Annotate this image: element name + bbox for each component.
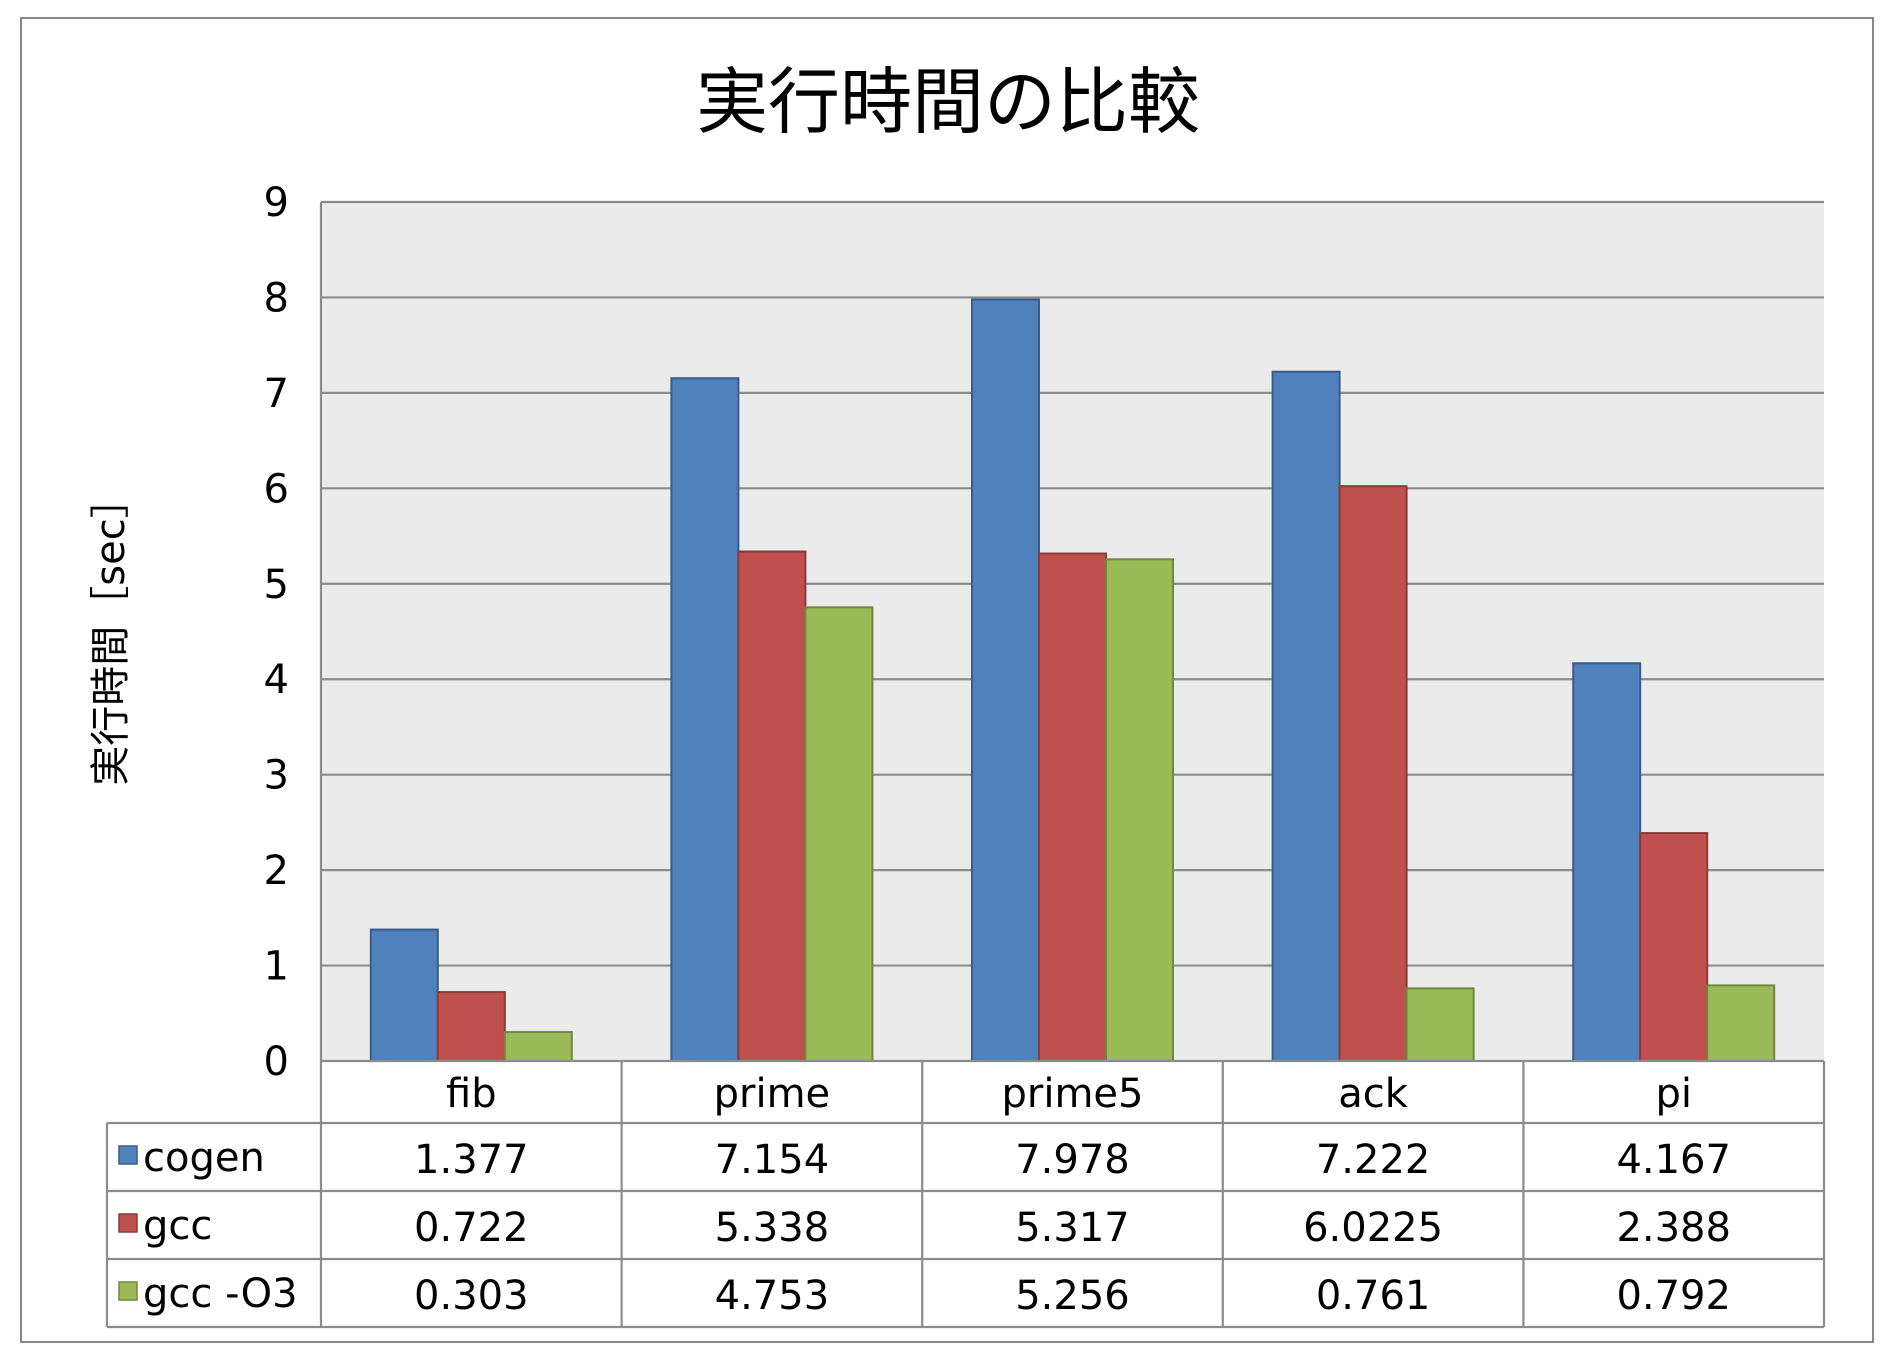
y-tick-label: 8 <box>264 275 289 321</box>
data-label: 0.761 <box>1316 1273 1431 1319</box>
bar-gcc-fib <box>436 991 506 1062</box>
data-label: 4.167 <box>1616 1137 1731 1183</box>
chart-title: 実行時間の比較 <box>695 60 1200 144</box>
y-tick-label: 0 <box>264 1039 289 1085</box>
bar-cogen-prime <box>670 377 740 1062</box>
bar-gcc-prime <box>737 550 807 1063</box>
bar-gcc-ack <box>1338 485 1408 1062</box>
legend-key-gcc <box>118 1213 138 1233</box>
bar-cogen-ack <box>1271 370 1341 1063</box>
data-label: 5.317 <box>1015 1205 1130 1251</box>
x-tick-label: prime <box>714 1071 831 1117</box>
data-label: 7.154 <box>715 1137 830 1183</box>
y-tick-label: 2 <box>264 848 289 894</box>
y-tick-label: 4 <box>264 657 289 703</box>
data-label: 7.222 <box>1316 1137 1431 1183</box>
y-tick-label: 1 <box>264 944 289 990</box>
data-label: 5.256 <box>1015 1273 1130 1319</box>
data-label: 0.722 <box>414 1205 529 1251</box>
bar-gcc-o3-prime5 <box>1105 558 1174 1062</box>
bar-gcc-o3-ack <box>1405 987 1475 1062</box>
legend-label: gcc <box>143 1203 212 1249</box>
data-label: 6.0225 <box>1303 1205 1443 1251</box>
y-tick-label: 9 <box>264 180 289 226</box>
bar-gcc-prime5 <box>1038 552 1107 1063</box>
data-label: 0.792 <box>1616 1273 1731 1319</box>
y-tick-label: 5 <box>264 562 289 608</box>
data-label: 2.388 <box>1616 1205 1731 1251</box>
data-label: 1.377 <box>414 1137 529 1183</box>
y-tick-label: 7 <box>264 371 289 417</box>
y-tick-label: 3 <box>264 753 289 799</box>
chart-frame <box>20 17 1874 1343</box>
x-tick-label: fib <box>446 1071 497 1117</box>
x-tick-label: pi <box>1655 1071 1692 1117</box>
bar-gcc-pi <box>1639 832 1709 1062</box>
y-tick-label: 6 <box>264 466 289 512</box>
legend-key-gcc-o3 <box>118 1281 138 1301</box>
data-label: 5.338 <box>715 1205 830 1251</box>
bar-gcc-o3-fib <box>503 1031 573 1062</box>
data-label: 4.753 <box>715 1273 830 1319</box>
legend-key-cogen <box>118 1145 138 1165</box>
legend-label: cogen <box>143 1135 265 1181</box>
bar-gcc-o3-prime <box>804 606 874 1062</box>
bar-cogen-pi <box>1572 662 1642 1063</box>
data-label: 0.303 <box>414 1273 529 1319</box>
legend-label: gcc -O3 <box>143 1271 298 1317</box>
bar-cogen-fib <box>369 928 439 1062</box>
bar-gcc-o3-pi <box>1706 984 1776 1063</box>
data-label: 7.978 <box>1015 1137 1130 1183</box>
x-tick-label: prime5 <box>1002 1071 1144 1117</box>
x-tick-label: ack <box>1338 1071 1409 1117</box>
bar-cogen-prime5 <box>971 298 1040 1062</box>
